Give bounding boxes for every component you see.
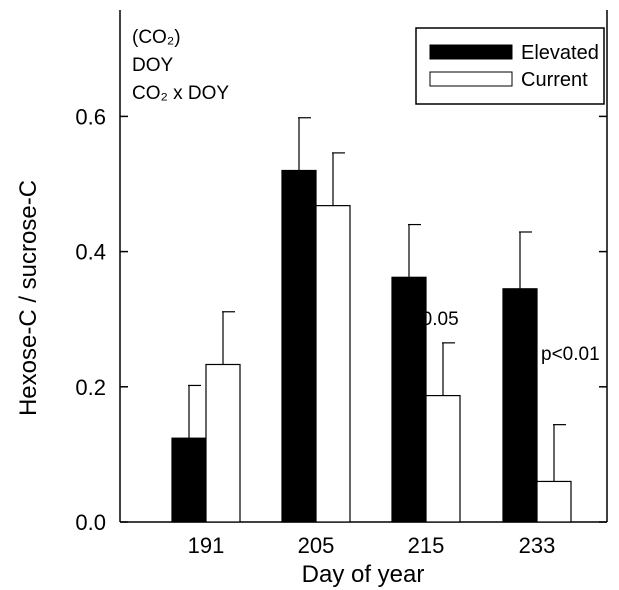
stats-block: (CO₂) DOY CO₂ x DOY [132,27,229,104]
legend-box [415,27,605,105]
legend-label-current: Current [521,69,588,91]
legend-swatch-elevated [429,44,513,60]
x-tick-label: 233 [519,533,556,558]
y-axis-ticks: 0.0 0.2 0.4 0.6 [75,104,607,535]
x-tick-label: 215 [408,533,445,558]
y-tick-label: 0.0 [75,510,106,535]
x-axis-ticks: 191 205 215 233 [188,514,556,558]
y-tick-label: 0.6 [75,104,106,129]
legend-label-elevated: Elevated [521,42,599,64]
legend-swatch-current [429,71,513,87]
legend: Elevated Current [415,27,605,105]
x-tick-label: 205 [298,533,335,558]
bar-elevated-191 [171,437,207,523]
stats-line-interaction: CO₂ x DOY [132,83,229,104]
bar-current-233 [536,480,572,523]
y-tick-label: 0.2 [75,375,106,400]
stats-line-co2: (CO₂) [132,27,181,48]
annotation-p-005: p<0.05 [400,309,459,330]
x-axis-title: Day of year [302,561,425,588]
bar-elevated-233 [502,288,538,523]
y-axis-title: Hexose-C / sucrose-C [15,180,42,416]
x-tick-label: 191 [188,533,225,558]
bar-elevated-205 [281,169,317,523]
y-tick-label: 0.4 [75,240,106,265]
bar-current-205 [315,205,351,523]
bar-current-215 [425,394,461,523]
bar-current-191 [205,363,241,523]
error-bars [188,117,566,482]
bars [171,169,572,523]
stats-line-doy: DOY [132,55,174,76]
annotation-p-001: p<0.01 [541,344,600,365]
